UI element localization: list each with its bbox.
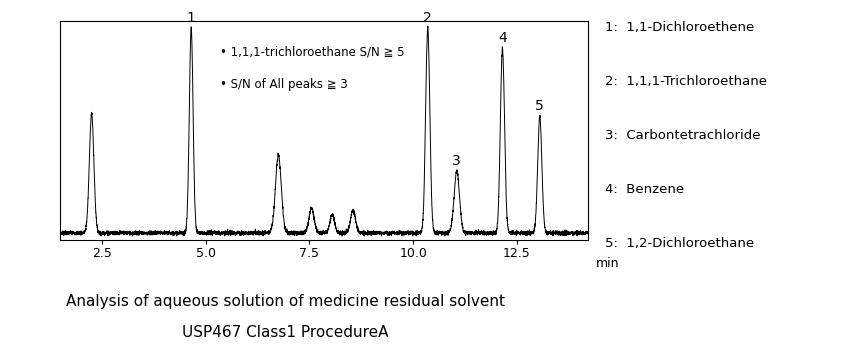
- Text: Analysis of aqueous solution of medicine residual solvent: Analysis of aqueous solution of medicine…: [66, 294, 505, 309]
- Text: 5:  1,2-Dichloroethane: 5: 1,2-Dichloroethane: [605, 237, 754, 250]
- Text: 2:  1,1,1-Trichloroethane: 2: 1,1,1-Trichloroethane: [605, 75, 766, 88]
- Text: • 1,1,1-trichloroethane S/N ≧ 5: • 1,1,1-trichloroethane S/N ≧ 5: [220, 45, 404, 58]
- Text: USP467 Class1 ProcedureA: USP467 Class1 ProcedureA: [181, 325, 389, 340]
- Text: 2: 2: [423, 11, 432, 25]
- Text: 3:  Carbontetrachloride: 3: Carbontetrachloride: [605, 129, 760, 142]
- Text: • S/N of All peaks ≧ 3: • S/N of All peaks ≧ 3: [220, 78, 348, 91]
- Text: min: min: [596, 257, 619, 270]
- Text: 1:  1,1-Dichloroethene: 1: 1,1-Dichloroethene: [605, 21, 754, 34]
- Text: 3: 3: [453, 155, 461, 168]
- Text: 4: 4: [498, 31, 507, 46]
- Text: 5: 5: [536, 99, 544, 113]
- Text: 1: 1: [187, 11, 195, 25]
- Text: 4:  Benzene: 4: Benzene: [605, 183, 684, 196]
